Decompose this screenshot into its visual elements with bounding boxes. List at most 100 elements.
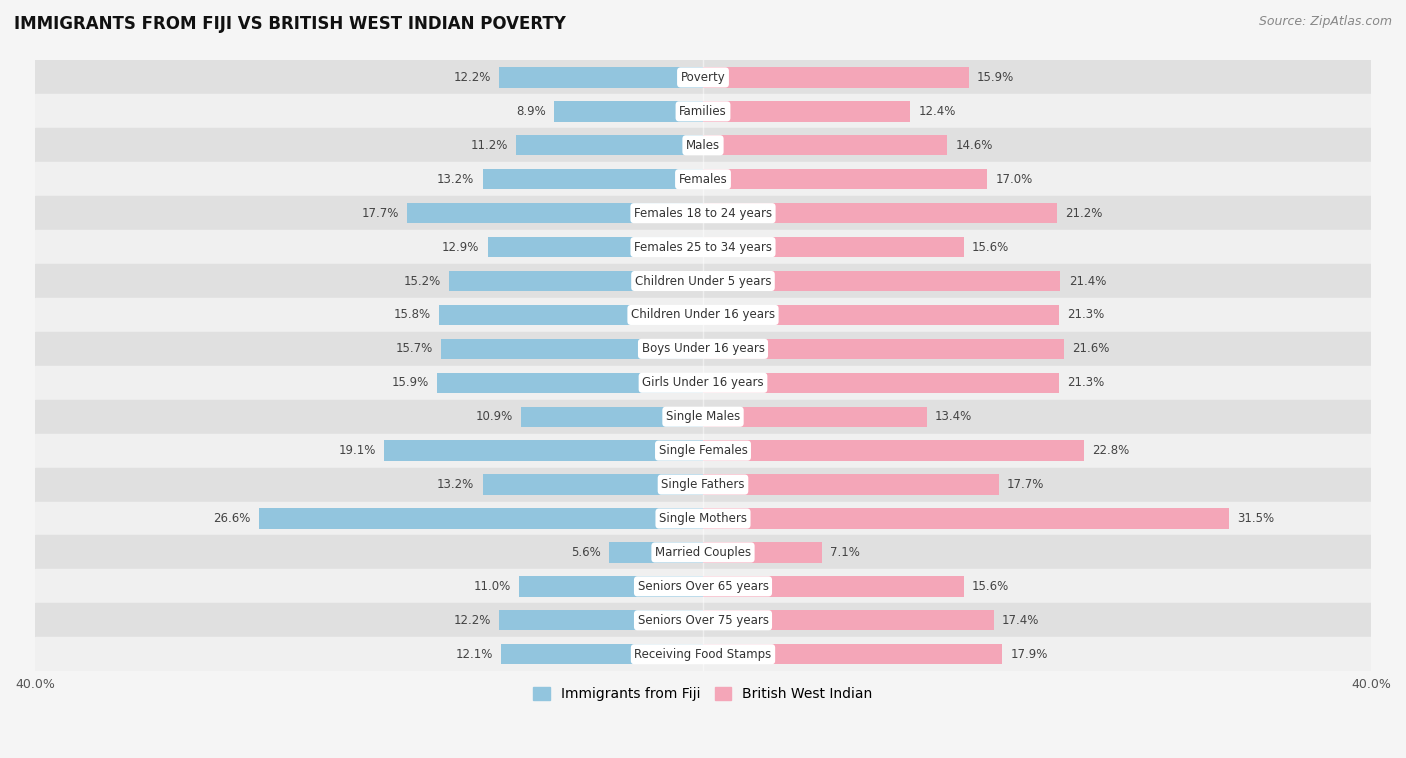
Bar xyxy=(35,61,1371,95)
Text: 21.6%: 21.6% xyxy=(1073,343,1109,356)
Text: 15.9%: 15.9% xyxy=(977,71,1014,84)
Text: 15.6%: 15.6% xyxy=(972,240,1010,254)
Text: Seniors Over 65 years: Seniors Over 65 years xyxy=(637,580,769,593)
Text: 17.7%: 17.7% xyxy=(1007,478,1045,491)
Text: Poverty: Poverty xyxy=(681,71,725,84)
Text: Single Fathers: Single Fathers xyxy=(661,478,745,491)
Bar xyxy=(703,440,1084,461)
Text: 15.7%: 15.7% xyxy=(395,343,433,356)
Text: 12.2%: 12.2% xyxy=(454,71,491,84)
Bar xyxy=(488,237,703,257)
Text: Single Males: Single Males xyxy=(666,410,740,423)
Text: 10.9%: 10.9% xyxy=(475,410,513,423)
Text: 22.8%: 22.8% xyxy=(1092,444,1129,457)
Text: Seniors Over 75 years: Seniors Over 75 years xyxy=(637,614,769,627)
Bar xyxy=(703,237,963,257)
Bar xyxy=(482,169,703,190)
Bar xyxy=(703,373,1059,393)
Text: 14.6%: 14.6% xyxy=(955,139,993,152)
Bar xyxy=(703,67,969,88)
Text: Source: ZipAtlas.com: Source: ZipAtlas.com xyxy=(1258,15,1392,28)
Bar xyxy=(703,406,927,427)
Bar xyxy=(703,271,1060,291)
Bar xyxy=(482,475,703,495)
Text: Children Under 5 years: Children Under 5 years xyxy=(634,274,772,287)
Text: Receiving Food Stamps: Receiving Food Stamps xyxy=(634,648,772,661)
Bar xyxy=(703,644,1002,665)
Bar xyxy=(522,406,703,427)
Text: Boys Under 16 years: Boys Under 16 years xyxy=(641,343,765,356)
Text: 31.5%: 31.5% xyxy=(1237,512,1275,525)
Bar xyxy=(437,373,703,393)
Text: 7.1%: 7.1% xyxy=(830,546,860,559)
Bar xyxy=(384,440,703,461)
Bar xyxy=(35,468,1371,502)
Bar xyxy=(703,203,1057,224)
Text: 12.1%: 12.1% xyxy=(456,648,492,661)
Text: 12.4%: 12.4% xyxy=(918,105,956,118)
Text: 17.9%: 17.9% xyxy=(1011,648,1047,661)
Text: Children Under 16 years: Children Under 16 years xyxy=(631,309,775,321)
Bar xyxy=(519,576,703,597)
Bar xyxy=(35,196,1371,230)
Text: 15.6%: 15.6% xyxy=(972,580,1010,593)
Bar xyxy=(35,502,1371,535)
Text: 13.2%: 13.2% xyxy=(437,173,474,186)
Text: Married Couples: Married Couples xyxy=(655,546,751,559)
Text: 13.2%: 13.2% xyxy=(437,478,474,491)
Text: Girls Under 16 years: Girls Under 16 years xyxy=(643,376,763,390)
Text: 19.1%: 19.1% xyxy=(339,444,375,457)
Text: Families: Families xyxy=(679,105,727,118)
Text: 12.2%: 12.2% xyxy=(454,614,491,627)
Text: 15.9%: 15.9% xyxy=(392,376,429,390)
Bar xyxy=(35,535,1371,569)
Text: Single Females: Single Females xyxy=(658,444,748,457)
Bar xyxy=(703,475,998,495)
Text: 12.9%: 12.9% xyxy=(441,240,479,254)
Text: 17.4%: 17.4% xyxy=(1002,614,1039,627)
Bar xyxy=(35,366,1371,399)
Bar xyxy=(35,230,1371,264)
Bar xyxy=(703,169,987,190)
Text: 5.6%: 5.6% xyxy=(571,546,602,559)
Bar xyxy=(703,542,821,562)
Bar xyxy=(35,332,1371,366)
Text: 17.0%: 17.0% xyxy=(995,173,1032,186)
Bar xyxy=(35,434,1371,468)
Text: 21.2%: 21.2% xyxy=(1066,207,1102,220)
Bar xyxy=(35,569,1371,603)
Bar xyxy=(516,135,703,155)
Text: Females 25 to 34 years: Females 25 to 34 years xyxy=(634,240,772,254)
Text: 21.3%: 21.3% xyxy=(1067,309,1104,321)
Bar xyxy=(609,542,703,562)
Bar xyxy=(703,610,994,631)
Text: 11.2%: 11.2% xyxy=(470,139,508,152)
Text: 21.3%: 21.3% xyxy=(1067,376,1104,390)
Text: 8.9%: 8.9% xyxy=(516,105,546,118)
Text: 26.6%: 26.6% xyxy=(214,512,250,525)
Bar xyxy=(35,298,1371,332)
Bar xyxy=(449,271,703,291)
Bar xyxy=(35,128,1371,162)
Bar xyxy=(35,95,1371,128)
Bar xyxy=(35,162,1371,196)
Bar xyxy=(703,339,1064,359)
Bar xyxy=(703,509,1229,528)
Text: 21.4%: 21.4% xyxy=(1069,274,1107,287)
Text: 11.0%: 11.0% xyxy=(474,580,510,593)
Bar xyxy=(499,610,703,631)
Bar xyxy=(439,305,703,325)
Text: Females: Females xyxy=(679,173,727,186)
Bar xyxy=(35,399,1371,434)
Bar xyxy=(35,637,1371,671)
Bar xyxy=(554,102,703,121)
Text: 13.4%: 13.4% xyxy=(935,410,973,423)
Text: IMMIGRANTS FROM FIJI VS BRITISH WEST INDIAN POVERTY: IMMIGRANTS FROM FIJI VS BRITISH WEST IND… xyxy=(14,15,567,33)
Text: Females 18 to 24 years: Females 18 to 24 years xyxy=(634,207,772,220)
Bar xyxy=(35,264,1371,298)
Bar xyxy=(441,339,703,359)
Bar xyxy=(703,135,946,155)
Text: Males: Males xyxy=(686,139,720,152)
Text: 17.7%: 17.7% xyxy=(361,207,399,220)
Text: 15.2%: 15.2% xyxy=(404,274,441,287)
